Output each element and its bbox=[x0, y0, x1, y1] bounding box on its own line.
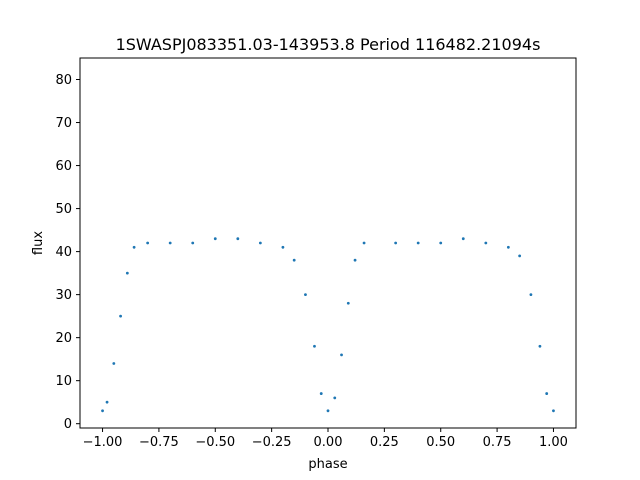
x-tick-label: −0.50 bbox=[195, 435, 235, 450]
data-point bbox=[484, 241, 488, 245]
data-point bbox=[125, 271, 129, 275]
data-point bbox=[439, 241, 443, 245]
chart-title: 1SWASPJ083351.03-143953.8 Period 116482.… bbox=[116, 35, 541, 54]
y-tick-label: 40 bbox=[55, 245, 72, 260]
data-point bbox=[333, 396, 337, 400]
data-point bbox=[529, 293, 533, 297]
data-points bbox=[101, 237, 555, 413]
y-tick-label: 30 bbox=[55, 288, 72, 303]
data-point bbox=[258, 241, 262, 245]
data-point bbox=[353, 258, 357, 262]
x-tick-label: 0.00 bbox=[314, 435, 343, 450]
x-tick-label: 0.50 bbox=[426, 435, 455, 450]
y-tick-label: 80 bbox=[55, 73, 72, 88]
y-tick-label: 10 bbox=[55, 374, 72, 389]
data-point bbox=[326, 409, 330, 413]
x-tick-label: −0.25 bbox=[252, 435, 292, 450]
data-point bbox=[132, 245, 136, 249]
data-point bbox=[101, 409, 104, 413]
data-point bbox=[552, 409, 555, 413]
x-tick-label: −1.00 bbox=[83, 435, 123, 450]
data-point bbox=[146, 241, 150, 245]
data-point bbox=[518, 254, 522, 258]
x-tick-label: 1.00 bbox=[539, 435, 568, 450]
data-point bbox=[506, 245, 510, 249]
data-point bbox=[461, 237, 465, 241]
plot-area bbox=[80, 58, 576, 428]
y-tick-label: 60 bbox=[55, 159, 72, 174]
data-point bbox=[416, 241, 420, 245]
x-axis-label: phase bbox=[308, 457, 347, 472]
data-point bbox=[281, 245, 285, 249]
data-point bbox=[119, 314, 122, 318]
data-point bbox=[394, 241, 398, 245]
data-point bbox=[105, 400, 109, 404]
y-tick-label: 20 bbox=[55, 331, 72, 346]
y-tick-label: 50 bbox=[55, 202, 72, 217]
data-point bbox=[538, 344, 542, 348]
x-tick-label: 0.25 bbox=[370, 435, 399, 450]
data-point bbox=[313, 344, 316, 348]
data-point bbox=[340, 353, 343, 357]
data-point bbox=[236, 237, 240, 241]
y-axis-label: flux bbox=[31, 231, 46, 255]
x-tick-label: 0.75 bbox=[483, 435, 512, 450]
data-point bbox=[292, 258, 296, 262]
data-point bbox=[191, 241, 195, 245]
data-point bbox=[112, 362, 116, 365]
y-tick-label: 0 bbox=[64, 417, 72, 432]
data-point bbox=[168, 241, 172, 245]
data-point bbox=[545, 392, 549, 395]
y-axis: 0 10 20 30 40 50 60 70 80 bbox=[55, 73, 80, 432]
y-tick-label: 70 bbox=[55, 116, 72, 131]
data-point bbox=[213, 237, 217, 241]
x-axis: −1.00 −0.75 −0.50 −0.25 0.00 0.25 0.50 0.75 1.00 bbox=[83, 428, 568, 450]
data-point bbox=[362, 241, 366, 245]
x-tick-label: −0.75 bbox=[139, 435, 179, 450]
data-point bbox=[319, 392, 323, 395]
data-point bbox=[304, 293, 307, 297]
data-point bbox=[346, 301, 350, 305]
